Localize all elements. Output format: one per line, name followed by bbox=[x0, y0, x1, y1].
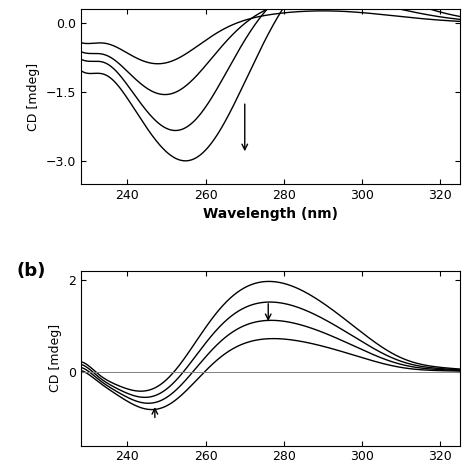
Y-axis label: CD [mdeg]: CD [mdeg] bbox=[27, 63, 40, 131]
X-axis label: Wavelength (nm): Wavelength (nm) bbox=[203, 207, 337, 221]
Y-axis label: CD [mdeg]: CD [mdeg] bbox=[49, 324, 62, 392]
Text: (b): (b) bbox=[16, 263, 46, 281]
